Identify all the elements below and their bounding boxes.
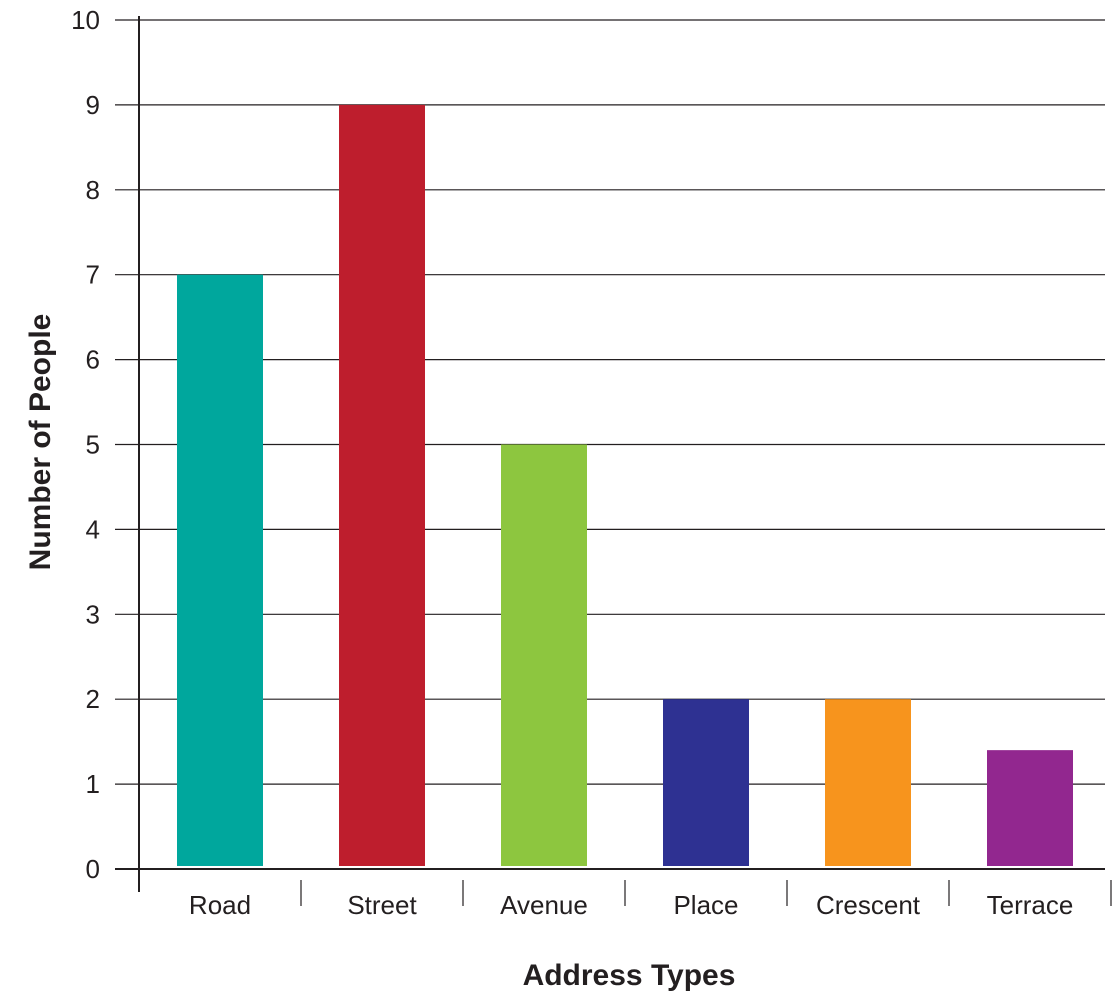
bar-street — [339, 104, 425, 866]
y-tick-label: 2 — [86, 684, 100, 714]
bar-crescent — [825, 699, 911, 866]
y-tick-label: 8 — [86, 175, 100, 205]
y-tick-label: 1 — [86, 769, 100, 799]
bars — [177, 104, 1073, 866]
y-tick-label: 9 — [86, 90, 100, 120]
axes — [115, 16, 1105, 892]
x-tick-label: Avenue — [500, 890, 588, 920]
x-tick-label: Terrace — [987, 890, 1074, 920]
y-tick-label: 6 — [86, 345, 100, 375]
y-tick-label: 3 — [86, 599, 100, 629]
x-axis-title: Address Types — [523, 959, 736, 992]
x-tick-label: Street — [347, 890, 417, 920]
x-tick-label: Crescent — [816, 890, 921, 920]
x-tick-label: Road — [189, 890, 251, 920]
bar-place — [663, 699, 749, 866]
y-tick-labels: 0 1 2 3 4 5 6 7 8 9 10 — [71, 5, 100, 884]
y-tick-label: 10 — [71, 5, 100, 35]
bar-road — [177, 274, 263, 866]
y-tick-label: 0 — [86, 854, 100, 884]
bar-terrace — [987, 750, 1073, 866]
gridlines — [115, 19, 1105, 785]
y-tick-label: 4 — [86, 514, 100, 544]
y-tick-label: 5 — [86, 430, 100, 460]
bar-avenue — [501, 444, 587, 866]
y-tick-label: 7 — [86, 260, 100, 290]
y-axis-title: Number of People — [24, 314, 57, 571]
x-tick-label: Place — [673, 890, 738, 920]
x-tick-labels: Road Street Avenue Place Crescent Terrace — [189, 880, 1112, 920]
